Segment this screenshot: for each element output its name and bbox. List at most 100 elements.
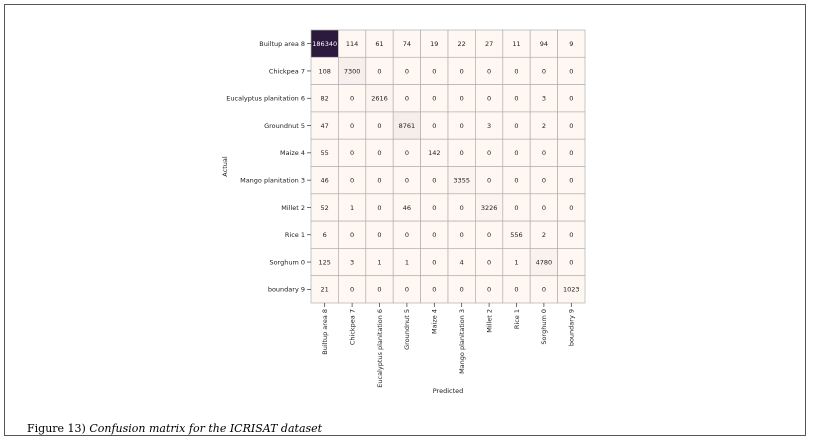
cell-value-label: 3	[350, 258, 354, 266]
heatmap-cell	[338, 220, 367, 249]
cell-value-label: 0	[405, 176, 409, 184]
heatmap-cell	[310, 275, 339, 304]
cell-value-label: 0	[405, 95, 409, 103]
cell-value-label: 0	[350, 122, 354, 130]
cell-value-label: 0	[460, 286, 464, 294]
x-tick-label: Eucalyptus planitation 6	[376, 309, 384, 388]
heatmap-cell	[310, 84, 339, 113]
heatmap-cell	[475, 56, 504, 85]
heatmap-cell	[529, 56, 558, 85]
cell-value-label: 0	[432, 204, 436, 212]
x-tick-label: Builtup area 8	[321, 309, 329, 355]
y-tick-label: Millet 2	[281, 204, 305, 212]
heatmap-cell	[557, 56, 586, 85]
x-tick-label: Chickpea 7	[348, 309, 356, 345]
cell-value-label: 0	[542, 286, 546, 294]
cell-value-label: 22	[458, 40, 466, 48]
cell-value-label: 556	[510, 231, 522, 239]
x-tick-label: Groundnut 5	[403, 309, 411, 350]
cell-value-label: 0	[569, 122, 573, 130]
cell-value-label: 0	[460, 149, 464, 157]
cell-value-label: 0	[569, 204, 573, 212]
heatmap-cell	[447, 166, 476, 195]
cell-value-label: 0	[487, 176, 491, 184]
heatmap-cell	[502, 220, 531, 249]
y-tick-label: Chickpea 7	[269, 67, 305, 75]
cell-value-label: 0	[432, 231, 436, 239]
heatmap-cell	[365, 84, 394, 113]
cell-value-label: 0	[460, 67, 464, 75]
cell-value-label: 21	[321, 286, 329, 294]
heatmap-cell	[447, 29, 476, 58]
cell-value-label: 0	[432, 95, 436, 103]
cell-value-label: 1	[405, 258, 409, 266]
cell-value-label: 0	[432, 258, 436, 266]
y-tick-label: Mango planitation 3	[240, 176, 305, 184]
cell-value-label: 0	[377, 286, 381, 294]
cell-value-label: 27	[485, 40, 493, 48]
y-tick-label: Eucalyptus planitation 6	[226, 95, 305, 103]
cell-value-label: 125	[318, 258, 330, 266]
cell-value-label: 61	[375, 40, 383, 48]
heatmap-cell	[502, 56, 531, 85]
cell-value-label: 74	[403, 40, 411, 48]
cell-value-label: 11	[512, 40, 520, 48]
heatmap-cell	[475, 84, 504, 113]
y-axis-label: Actual	[221, 156, 229, 177]
heatmap-cell	[502, 29, 531, 58]
cell-value-label: 82	[321, 95, 329, 103]
figure-caption: Figure 13) Confusion matrix for the ICRI…	[27, 422, 322, 435]
cell-value-label: 0	[377, 122, 381, 130]
heatmap-cell	[502, 193, 531, 222]
cell-value-label: 1023	[563, 286, 580, 294]
cell-value-label: 3226	[481, 204, 498, 212]
cell-value-label: 0	[542, 176, 546, 184]
heatmap-cell	[447, 111, 476, 140]
heatmap-cell	[338, 248, 367, 277]
cell-value-label: 0	[569, 231, 573, 239]
heatmap-cell	[392, 220, 421, 249]
heatmap-cell	[447, 220, 476, 249]
cell-value-label: 0	[542, 149, 546, 157]
cell-value-label: 0	[405, 286, 409, 294]
figure-frame: 186340 114 61 74 19 22 27 11 94 9 108 7300 0 0 0 0 0 0 0 0 8…	[4, 4, 806, 436]
cell-value-label: 0	[377, 176, 381, 184]
heatmap-cell	[529, 220, 558, 249]
cell-value-label: 3355	[453, 176, 470, 184]
heatmap-cell	[447, 275, 476, 304]
heatmap-cell	[447, 138, 476, 167]
heatmap-cell	[557, 248, 586, 277]
heatmap-cell	[338, 29, 367, 58]
cell-value-label: 0	[514, 67, 518, 75]
heatmap-cell	[475, 248, 504, 277]
caption-text: Confusion matrix for the ICRISAT dataset	[89, 422, 323, 435]
cell-value-label: 0	[487, 258, 491, 266]
cell-value-label: 2	[542, 231, 546, 239]
cell-value-label: 0	[405, 231, 409, 239]
cell-value-label: 186340	[312, 40, 337, 48]
y-tick-label: boundary 9	[268, 286, 305, 294]
cell-value-label: 8761	[399, 122, 416, 130]
cell-value-label: 0	[377, 204, 381, 212]
heatmap-cell	[529, 166, 558, 195]
x-tick-labels: Builtup area 8 Chickpea 7 Eucalyptus plani…	[321, 303, 576, 388]
heatmap-cell	[310, 166, 339, 195]
cell-value-label: 1	[377, 258, 381, 266]
y-tick-label: Maize 4	[280, 149, 305, 157]
heatmap-cell	[392, 248, 421, 277]
y-tick-labels: Builtup area 8 Chickpea 7 Eucalyptus plani…	[226, 40, 311, 294]
heatmap-cell	[420, 138, 449, 167]
x-axis-label: Predicted	[433, 387, 464, 395]
cell-value-label: 142	[428, 149, 440, 157]
cell-value-label: 0	[432, 67, 436, 75]
cell-value-label: 7300	[344, 67, 361, 75]
heatmap-cell	[529, 138, 558, 167]
cell-value-label: 3	[542, 95, 546, 103]
x-tick-label: Millet 2	[485, 309, 493, 333]
cell-value-label: 0	[487, 95, 491, 103]
heatmap-cell	[475, 220, 504, 249]
cell-value-label: 0	[569, 258, 573, 266]
heatmap-cell	[392, 56, 421, 85]
